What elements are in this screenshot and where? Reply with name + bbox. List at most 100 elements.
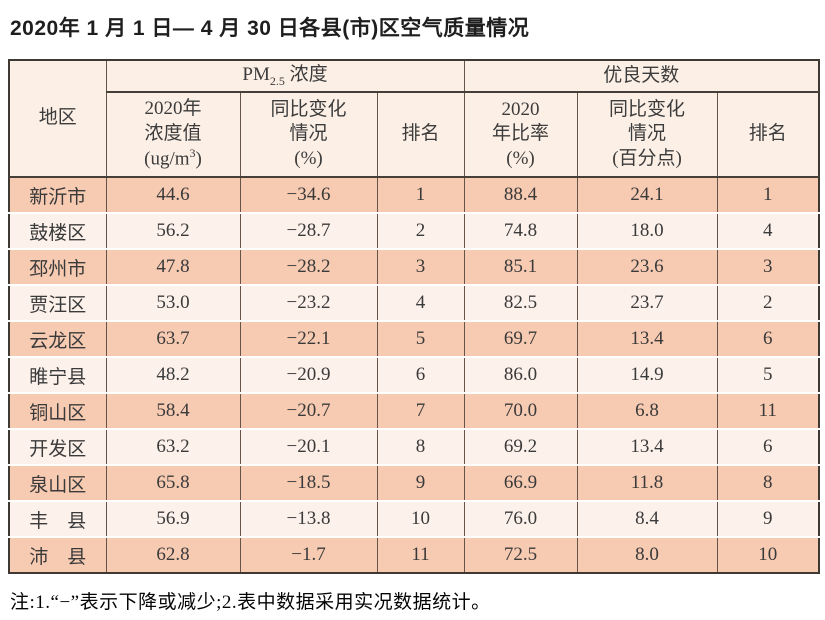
pm-label-prefix: PM — [242, 63, 270, 85]
header-line: 2020年 — [144, 98, 202, 120]
cell-pm-change: −18.5 — [239, 464, 378, 501]
cell-days-rank: 6 — [716, 428, 820, 465]
header-line: 同比变化 — [270, 99, 347, 121]
cell-pm-rank: 9 — [376, 464, 465, 501]
group-header-row: 地区 PM2.5 浓度 优良天数 — [8, 60, 820, 178]
header-line: 2020 — [501, 99, 540, 121]
header-line: 年比率 — [492, 123, 550, 145]
cell-days-ratio: 85.1 — [463, 248, 578, 285]
cell-pm-rank: 8 — [376, 428, 465, 465]
cell-pm-change: −1.7 — [239, 536, 378, 573]
air-quality-table: 地区 PM2.5 浓度 优良天数 2020年 浓度值 (ug/m3) 同比变化 … — [8, 59, 821, 574]
cell-pm-rank: 6 — [376, 356, 465, 393]
cell-pm-rank: 3 — [376, 248, 465, 285]
cell-days-ratio: 86.0 — [463, 356, 578, 393]
cell-days-rank: 5 — [716, 356, 820, 393]
footnote: 注:1.“−”表示下降或减少;2.表中数据采用实况数据统计。 — [10, 592, 491, 613]
cell-region: 沛 县 — [8, 536, 107, 573]
table-row: 睢宁县 48.2 −20.9 6 86.0 14.9 5 — [8, 356, 820, 393]
cell-pm-change: −23.2 — [239, 284, 378, 321]
cell-days-ratio: 69.2 — [463, 428, 578, 465]
cell-pm-change: −20.1 — [239, 428, 378, 465]
col-group-good-days: 优良天数 — [463, 60, 820, 93]
header-line: 情况 — [289, 123, 328, 145]
cell-days-ratio: 66.9 — [463, 464, 578, 501]
cell-region: 丰 县 — [8, 500, 107, 537]
cell-pm-rank: 11 — [376, 536, 465, 573]
cell-pm-concentration: 56.9 — [105, 500, 241, 537]
cell-days-change: 23.7 — [576, 284, 718, 321]
cell-region: 泉山区 — [8, 464, 107, 501]
table-row: 鼓楼区 56.2 −28.7 2 74.8 18.0 4 — [8, 212, 820, 249]
col-header-days-rank: 排名 — [716, 92, 820, 177]
cell-days-ratio: 69.7 — [463, 320, 578, 357]
cell-days-ratio: 72.5 — [463, 536, 578, 573]
cell-region: 铜山区 — [8, 392, 107, 429]
header-line: (%) — [294, 147, 323, 169]
cell-pm-concentration: 58.4 — [105, 392, 241, 429]
cell-pm-concentration: 48.2 — [105, 356, 241, 393]
cell-days-ratio: 74.8 — [463, 212, 578, 249]
table-row: 铜山区 58.4 −20.7 7 70.0 6.8 11 — [8, 392, 820, 429]
cell-days-change: 24.1 — [576, 176, 718, 213]
cell-pm-concentration: 65.8 — [105, 464, 241, 501]
cell-pm-rank: 7 — [376, 392, 465, 429]
cell-region: 贾汪区 — [8, 284, 107, 321]
cell-days-change: 13.4 — [576, 320, 718, 357]
cell-pm-rank: 5 — [376, 320, 465, 357]
pm-label-suffix: 浓度 — [284, 63, 328, 85]
header-line: 浓度值 — [144, 122, 202, 144]
cell-days-change: 8.4 — [576, 500, 718, 537]
table-row: 新沂市 44.6 −34.6 1 88.4 24.1 1 — [8, 176, 820, 213]
cell-days-rank: 10 — [716, 536, 820, 573]
cell-pm-concentration: 47.8 — [105, 248, 241, 285]
col-header-days-change: 同比变化 情况 (百分点) — [576, 92, 718, 177]
header-line: (%) — [506, 147, 535, 169]
cell-days-rank: 2 — [716, 284, 820, 321]
table-row: 贾汪区 53.0 −23.2 4 82.5 23.7 2 — [8, 284, 820, 321]
unit-text: ) — [195, 148, 202, 170]
cell-days-change: 11.8 — [576, 464, 718, 501]
cell-days-change: 8.0 — [576, 536, 718, 573]
cell-pm-change: −20.9 — [239, 356, 378, 393]
cell-days-rank: 6 — [716, 320, 820, 357]
cell-days-change: 18.0 — [576, 212, 718, 249]
cell-days-rank: 4 — [716, 212, 820, 249]
cell-pm-change: −28.2 — [239, 248, 378, 285]
header-line: (百分点) — [612, 147, 682, 169]
page-title: 2020年 1 月 1 日— 4 月 30 日各县(市)区空气质量情况 — [10, 17, 530, 40]
header-line: 情况 — [628, 123, 667, 145]
cell-pm-change: −34.6 — [239, 176, 378, 213]
cell-days-ratio: 76.0 — [463, 500, 578, 537]
cell-pm-concentration: 62.8 — [105, 536, 241, 573]
cell-days-rank: 1 — [716, 176, 820, 213]
cell-pm-change: −20.7 — [239, 392, 378, 429]
cell-pm-rank: 4 — [376, 284, 465, 321]
cell-days-change: 6.8 — [576, 392, 718, 429]
cell-pm-concentration: 56.2 — [105, 212, 241, 249]
cell-pm-rank: 1 — [376, 176, 465, 213]
cell-days-change: 14.9 — [576, 356, 718, 393]
col-header-days-ratio: 2020 年比率 (%) — [463, 92, 578, 177]
col-header-pm-change: 同比变化 情况 (%) — [239, 92, 378, 177]
cell-pm-concentration: 53.0 — [105, 284, 241, 321]
cell-days-ratio: 88.4 — [463, 176, 578, 213]
cell-region: 睢宁县 — [8, 356, 107, 393]
cell-days-rank: 9 — [716, 500, 820, 537]
col-header-pm-rank: 排名 — [376, 92, 465, 177]
unit-text: (ug/m — [144, 148, 190, 170]
cell-region: 云龙区 — [8, 320, 107, 357]
cell-days-ratio: 70.0 — [463, 392, 578, 429]
col-group-pm25: PM2.5 浓度 — [105, 60, 465, 93]
cell-pm-rank: 10 — [376, 500, 465, 537]
cell-pm-change: −13.8 — [239, 500, 378, 537]
cell-pm-concentration: 63.2 — [105, 428, 241, 465]
table-row: 邳州市 47.8 −28.2 3 85.1 23.6 3 — [8, 248, 820, 285]
table-row: 沛 县 62.8 −1.7 11 72.5 8.0 10 — [8, 536, 820, 573]
cell-days-ratio: 82.5 — [463, 284, 578, 321]
cell-days-rank: 8 — [716, 464, 820, 501]
table-row: 开发区 63.2 −20.1 8 69.2 13.4 6 — [8, 428, 820, 465]
header-unit-line: (ug/m3) — [107, 146, 239, 172]
cell-region: 邳州市 — [8, 248, 107, 285]
header-line: 同比变化 — [609, 99, 686, 121]
